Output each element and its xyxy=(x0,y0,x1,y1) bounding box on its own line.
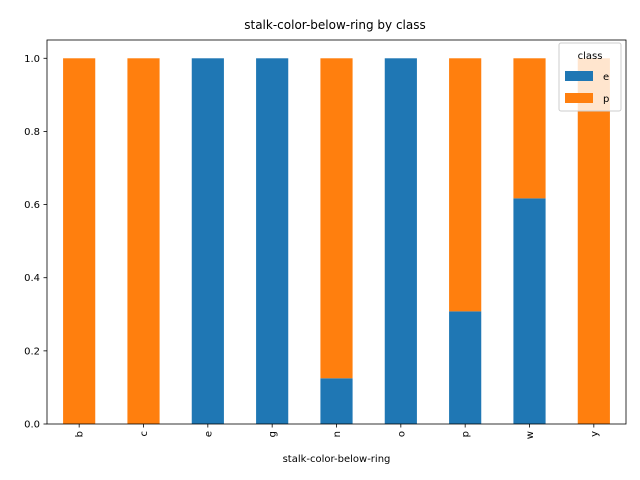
legend-label-e: e xyxy=(603,72,609,83)
bar-n-e xyxy=(320,378,353,424)
bar-b-p xyxy=(63,58,96,424)
bar-w-e xyxy=(513,198,546,424)
x-tick-label-w: w xyxy=(525,431,536,439)
bar-c-p xyxy=(127,58,160,424)
y-tick-label: 0.2 xyxy=(24,346,40,357)
plot-frame xyxy=(46,39,627,425)
bar-y-p xyxy=(577,58,610,424)
legend: class e p xyxy=(558,42,622,112)
y-tick-label: 0.0 xyxy=(24,420,40,431)
bar-g-e xyxy=(256,58,289,424)
x-tick-label-c: c xyxy=(139,431,150,437)
y-axis: 0.0 0.2 0.4 0.6 0.8 1.0 xyxy=(24,54,47,431)
x-tick-label-g: g xyxy=(268,431,279,437)
legend-title: class xyxy=(578,51,603,62)
y-tick-label: 1.0 xyxy=(24,54,40,65)
bar-p-e xyxy=(449,311,482,424)
y-tick-label: 0.6 xyxy=(24,200,40,211)
bar-e-e xyxy=(191,58,224,424)
x-tick-label-e: e xyxy=(203,431,214,437)
y-tick-label: 0.4 xyxy=(24,273,40,284)
x-tick-label-p: p xyxy=(461,431,472,437)
legend-label-p: p xyxy=(603,94,609,105)
bar-n-p xyxy=(320,58,353,379)
x-axis-label: stalk-color-below-ring xyxy=(283,454,391,465)
bar-o-e xyxy=(384,58,417,424)
x-tick-label-y: y xyxy=(589,431,600,437)
x-tick-label-o: o xyxy=(396,431,407,437)
legend-swatch-p xyxy=(565,93,593,103)
x-tick-label-n: n xyxy=(332,431,343,437)
x-tick-label-b: b xyxy=(75,431,86,437)
y-tick-label: 0.8 xyxy=(24,127,40,138)
legend-swatch-e xyxy=(565,71,593,81)
chart-title: stalk-color-below-ring by class xyxy=(244,18,425,32)
bar-w-p xyxy=(513,58,546,199)
bar-p-p xyxy=(449,58,482,312)
bars-group xyxy=(63,58,610,424)
